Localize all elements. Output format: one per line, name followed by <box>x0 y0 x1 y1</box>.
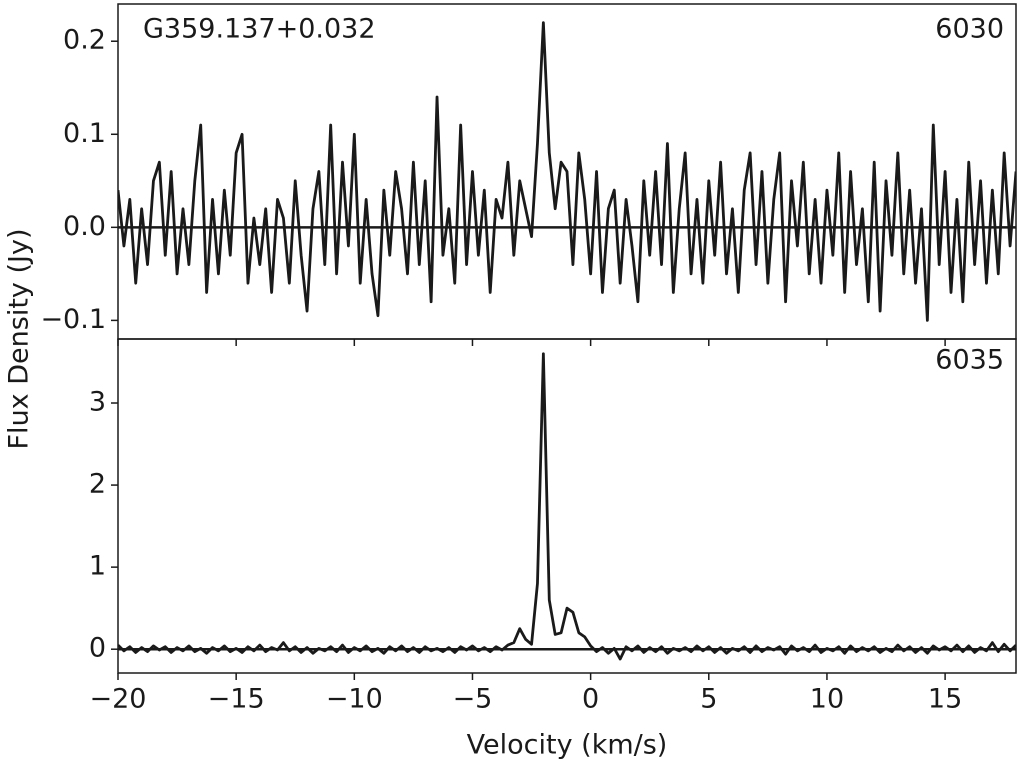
y-tick-label: 3 <box>89 387 106 418</box>
y-tick-label: −0.1 <box>40 304 106 335</box>
x-tick-label: 0 <box>582 684 599 715</box>
x-tick-label: 15 <box>928 684 962 715</box>
x-tick-label: 5 <box>700 684 717 715</box>
y-axis-label: Flux Density (Jy) <box>4 229 35 450</box>
x-tick-label: −20 <box>90 684 147 715</box>
x-tick-label: −10 <box>326 684 383 715</box>
y-tick-label: 0.2 <box>63 25 106 56</box>
x-tick-label: −15 <box>208 684 265 715</box>
spectrum-line <box>118 21 1016 322</box>
y-tick-label: 1 <box>89 551 106 582</box>
y-tick-label: 0.1 <box>63 118 106 149</box>
x-tick-label: 10 <box>810 684 844 715</box>
y-tick-label: 0.0 <box>63 211 106 242</box>
panel-frame <box>117 338 1017 674</box>
y-tick-label: 0 <box>89 633 106 664</box>
y-tick-label: 2 <box>89 469 106 500</box>
panel-label: 6030 <box>935 14 1004 45</box>
x-axis-label: Velocity (km/s) <box>467 730 668 761</box>
x-tick-label: −5 <box>453 684 493 715</box>
spectrum-line <box>118 352 1016 661</box>
chart-title: G359.137+0.032 <box>143 14 376 45</box>
panel-label: 6035 <box>935 345 1004 376</box>
